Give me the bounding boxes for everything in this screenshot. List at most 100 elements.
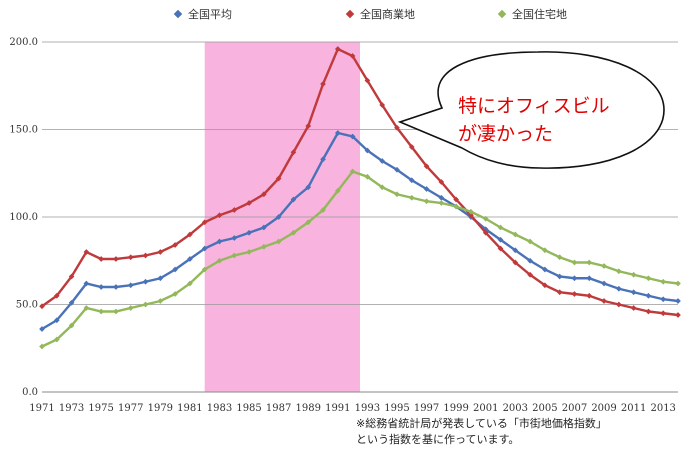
x-tick-label: 1983	[207, 403, 232, 414]
x-tick-label: 2011	[621, 403, 646, 414]
data-point	[660, 278, 667, 285]
data-point	[571, 259, 578, 266]
data-point	[586, 292, 593, 299]
data-point	[394, 124, 400, 131]
x-tick-label: 1985	[236, 403, 261, 414]
data-point	[601, 298, 607, 304]
legend-marker	[497, 9, 507, 19]
data-point	[527, 271, 533, 278]
data-point	[201, 266, 208, 273]
data-point	[231, 235, 238, 241]
data-point	[275, 238, 282, 245]
x-tick-label: 1973	[59, 403, 84, 414]
data-point	[630, 305, 637, 311]
x-tick-label: 2003	[503, 403, 528, 414]
data-point	[497, 236, 504, 243]
data-point	[645, 308, 652, 315]
data-point	[408, 144, 415, 150]
data-point	[98, 284, 104, 290]
data-point	[482, 229, 489, 236]
data-point	[261, 191, 267, 198]
data-point	[438, 179, 445, 185]
data-point	[379, 158, 386, 164]
data-point	[142, 252, 149, 259]
data-point	[645, 292, 652, 299]
data-point	[586, 259, 593, 266]
data-point	[334, 187, 341, 194]
data-point	[98, 308, 104, 315]
data-point	[231, 252, 238, 259]
data-point	[157, 298, 164, 304]
data-point	[320, 81, 326, 87]
series-line	[41, 170, 679, 348]
callout-text-line2: が凄かった	[458, 123, 553, 145]
legend-marker	[345, 9, 355, 19]
data-point	[423, 198, 430, 205]
data-point	[571, 275, 578, 282]
callout: 特にオフィスビル が凄かった	[397, 51, 665, 169]
x-tick-label: 2007	[562, 403, 587, 414]
x-tick-label: 1993	[355, 403, 380, 414]
data-point	[542, 266, 548, 273]
data-point	[98, 256, 104, 262]
data-point	[379, 102, 386, 108]
data-point	[246, 249, 252, 255]
data-point	[187, 280, 193, 287]
data-point	[616, 285, 622, 292]
x-tick-label: 2013	[650, 403, 675, 414]
y-tick-label: 50.0	[16, 300, 38, 311]
x-axis-ticks: 1971 1973 1975 1977 1979 1981 1983 1985 1987 1989…	[29, 403, 676, 414]
data-point	[616, 301, 622, 308]
data-point	[394, 166, 400, 173]
legend-label: 全国商業地	[360, 7, 415, 21]
data-point	[113, 284, 119, 290]
data-point	[246, 229, 252, 236]
x-tick-label: 1987	[266, 403, 291, 414]
data-point	[527, 238, 533, 245]
data-point	[542, 282, 548, 289]
data-point	[438, 200, 445, 206]
x-tick-label: 1995	[384, 403, 409, 414]
data-point	[305, 123, 312, 129]
data-point	[527, 257, 533, 264]
x-tick-label: 1991	[325, 403, 350, 414]
x-tick-label: 1981	[177, 403, 202, 414]
x-tick-label: 1971	[29, 403, 54, 414]
data-point	[601, 263, 607, 269]
source-footnote: ※総務省統計局が発表している「市街地価格指数」 という指数を基に作っています。	[356, 416, 607, 448]
data-point	[497, 245, 504, 252]
data-point	[586, 275, 593, 282]
y-tick-label: 150.0	[9, 125, 38, 136]
x-tick-label: 1977	[118, 403, 143, 414]
x-tick-label: 2009	[591, 403, 616, 414]
data-point	[157, 249, 164, 255]
data-point	[453, 203, 459, 210]
data-point	[512, 247, 519, 254]
data-point	[364, 173, 371, 180]
footnote-line2: という指数を基に作っています。	[356, 433, 520, 446]
data-point	[261, 224, 267, 231]
data-point	[438, 194, 445, 201]
data-point	[127, 305, 134, 311]
data-point	[542, 247, 548, 254]
data-point	[512, 231, 519, 238]
data-point	[660, 310, 667, 317]
data-point	[305, 219, 312, 226]
series-3	[39, 168, 681, 350]
data-point	[601, 280, 607, 287]
data-point	[275, 214, 282, 220]
data-point	[645, 275, 652, 282]
data-point	[201, 245, 208, 252]
data-point	[172, 291, 178, 297]
callout-text-line1: 特にオフィスビル	[458, 95, 610, 117]
data-point	[349, 133, 356, 140]
data-point	[468, 212, 474, 219]
legend-label: 全国平均	[188, 7, 232, 21]
x-tick-label: 1979	[148, 403, 173, 414]
footnote-line1: ※総務省統計局が発表している「市街地価格指数」	[356, 417, 607, 430]
data-point	[290, 149, 297, 156]
data-point	[394, 191, 400, 198]
data-point	[334, 130, 341, 136]
x-tick-label: 2005	[532, 403, 557, 414]
